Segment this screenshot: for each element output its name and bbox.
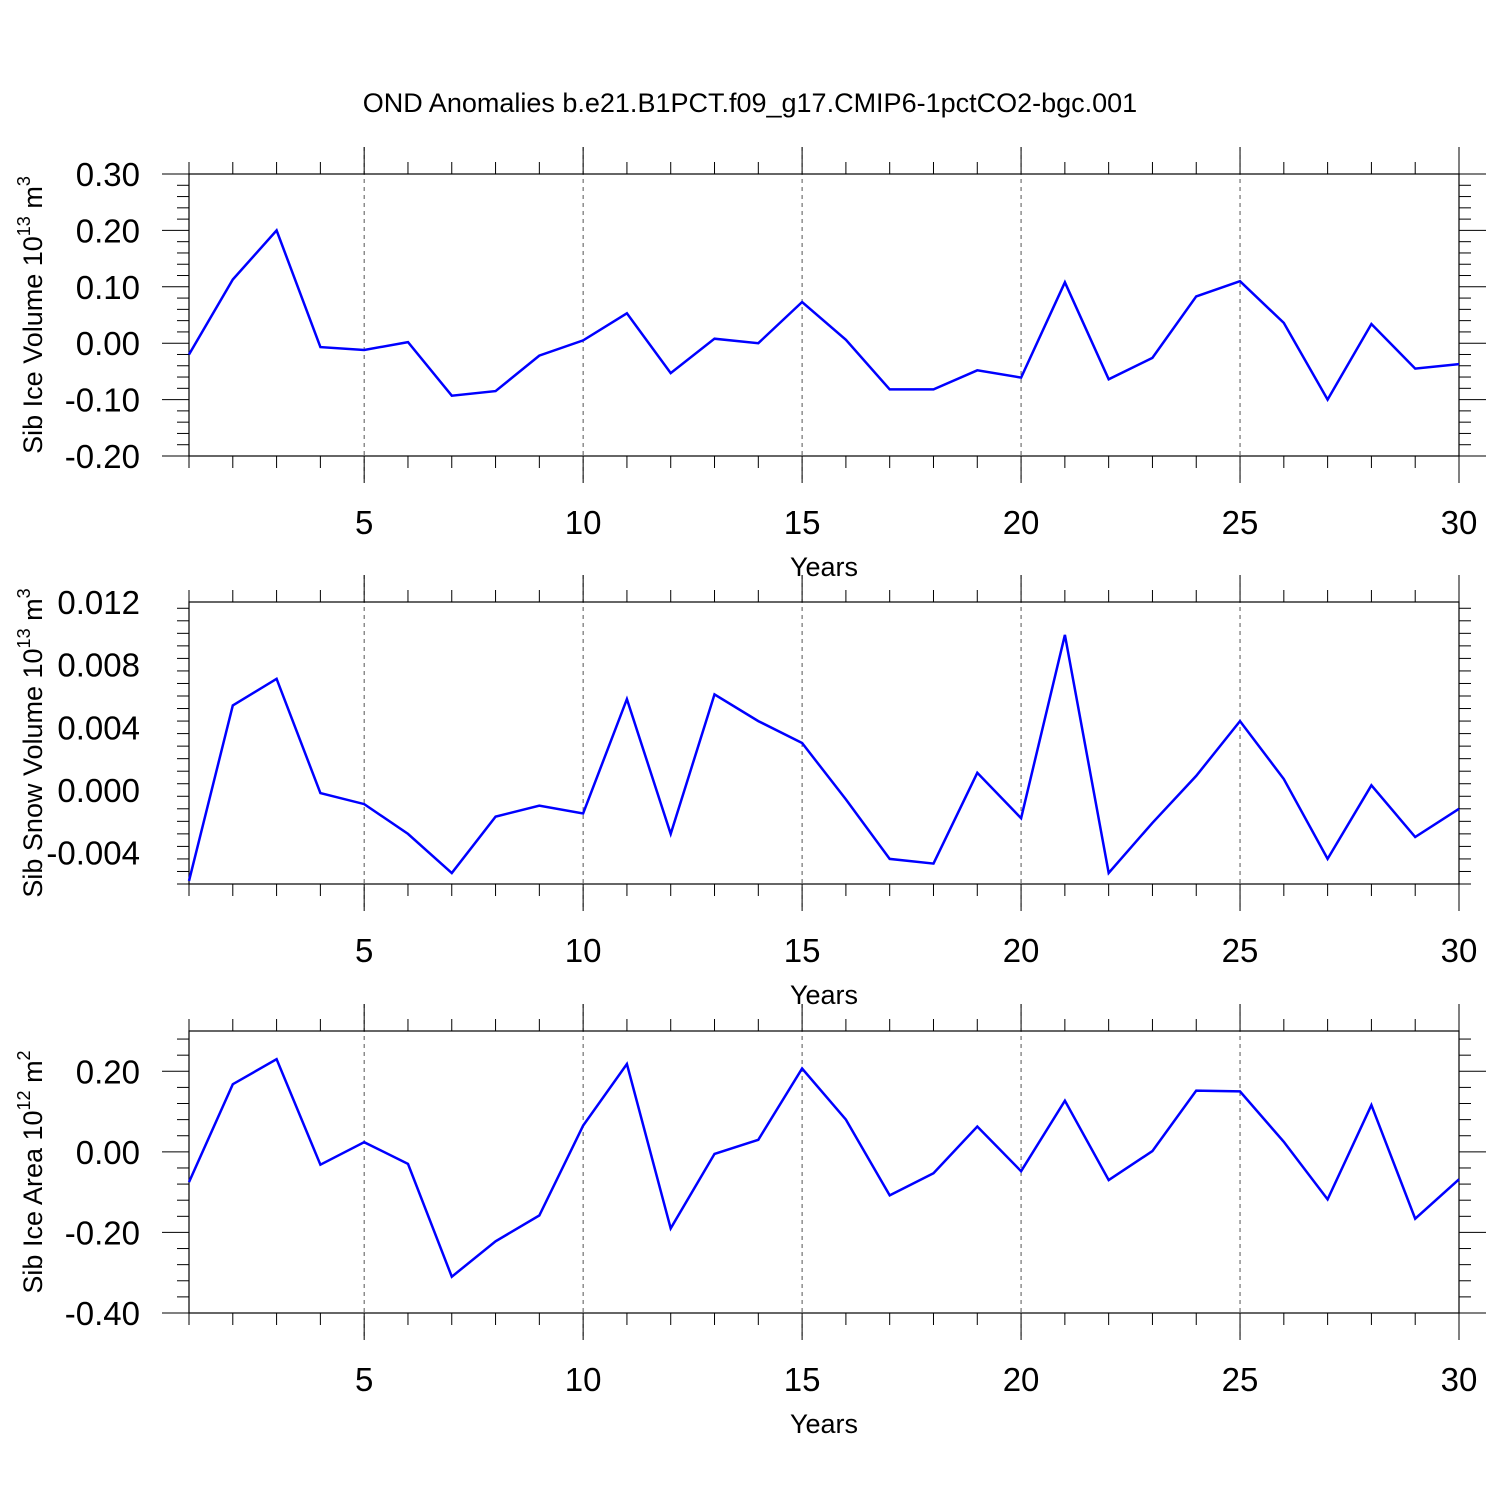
y-tick-label: 0.012	[57, 584, 140, 621]
series-line	[187, 634, 1460, 882]
x-tick-label: 30	[1441, 932, 1478, 969]
chart-title: OND Anomalies b.e21.B1PCT.f09_g17.CMIP6-…	[363, 88, 1137, 118]
panel-1: -0.20 -0.10 0.00 0.10 0.20 0.30 5 10 15 20 25 30 Yea…	[14, 147, 1486, 582]
series-line	[187, 1057, 1460, 1279]
x-tick-label: 15	[784, 1361, 821, 1398]
y-tick-label: -0.20	[65, 1214, 140, 1251]
y-axis-label: Sib Snow Volume 1013 m3	[14, 588, 48, 897]
y-tick-label: -0.10	[65, 382, 140, 419]
x-tick-label: 25	[1222, 932, 1259, 969]
y-tick-label: 0.004	[57, 709, 140, 746]
x-tick-label: 30	[1441, 1361, 1478, 1398]
x-axis-label: Years	[790, 980, 858, 1010]
plot-frame	[188, 173, 1460, 457]
x-tick-label: 20	[1003, 1361, 1040, 1398]
panel-2: -0.004 0.000 0.004 0.008 0.012 5 10 15 20 25 30 Yea…	[14, 575, 1477, 1010]
y-tick-label: 0.00	[76, 1134, 140, 1171]
y-tick-label: 0.10	[76, 269, 140, 306]
y-tick-label: 0.20	[76, 1053, 140, 1090]
x-tick-label: 10	[565, 504, 602, 541]
y-tick-label: -0.20	[65, 438, 140, 475]
plot-frame	[188, 601, 1460, 885]
y-tick-label: -0.40	[65, 1295, 140, 1332]
panels: -0.20 -0.10 0.00 0.10 0.20 0.30 5 10 15 20 25 30 Yea…	[14, 147, 1486, 1439]
y-tick-label: -0.004	[46, 835, 140, 872]
y-tick-label: 0.00	[76, 325, 140, 362]
x-tick-label: 10	[565, 932, 602, 969]
y-tick-label: 0.30	[76, 156, 140, 193]
y-axis-label: Sib Ice Volume 1013 m3	[14, 176, 48, 454]
x-axis-label: Years	[790, 1409, 858, 1439]
y-tick-label: 0.20	[76, 212, 140, 249]
x-tick-label: 15	[784, 932, 821, 969]
x-tick-label: 20	[1003, 504, 1040, 541]
series-line	[187, 228, 1460, 403]
x-tick-label: 10	[565, 1361, 602, 1398]
plot-frame	[188, 1030, 1460, 1314]
y-tick-label: 0.008	[57, 647, 140, 684]
x-tick-label: 15	[784, 504, 821, 541]
panel-3: -0.40 -0.20 0.00 0.20 5 10 15 20 25 30 Years Sib Ic…	[14, 1004, 1486, 1439]
y-axis-label: Sib Ice Area 1012 m2	[14, 1050, 48, 1293]
x-axis-label: Years	[790, 552, 858, 582]
x-tick-label: 20	[1003, 932, 1040, 969]
x-tick-label: 30	[1441, 504, 1478, 541]
x-tick-label: 25	[1222, 504, 1259, 541]
x-tick-label: 5	[355, 504, 373, 541]
x-tick-label: 5	[355, 932, 373, 969]
y-tick-label: 0.000	[57, 772, 140, 809]
x-tick-label: 25	[1222, 1361, 1259, 1398]
x-tick-label: 5	[355, 1361, 373, 1398]
